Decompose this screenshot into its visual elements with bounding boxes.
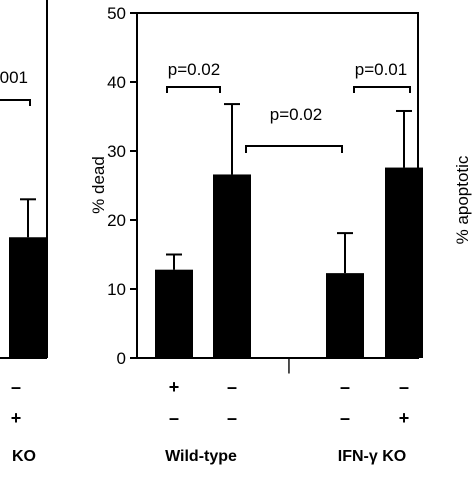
right-panel-y-axis-label: % apoptotic [453, 155, 472, 244]
group-label-ifn-ko: IFN-γ KO [338, 448, 406, 465]
left-panel-row1-sign: – [11, 377, 21, 397]
row2-sign: – [227, 408, 237, 428]
row1-sign: – [399, 377, 409, 397]
right-panel: % apoptotic [453, 155, 472, 244]
left-panel-pvalue-bracket [0, 99, 31, 106]
left-panel-group-label: KO [12, 448, 36, 465]
row1-sign: + [169, 377, 180, 397]
row1-sign: – [227, 377, 237, 397]
main-panel-y-axis: 0 10 20 30 40 50 [107, 4, 137, 368]
left-panel: .001 – + KO [0, 0, 48, 465]
main-panel-y-axis-label: % dead [89, 156, 108, 214]
pvalue-bracket-ifn-ko [353, 86, 411, 93]
y-tick-label: 50 [107, 4, 126, 23]
row2-sign: – [169, 408, 179, 428]
pvalue-bracket-wild-type [166, 86, 221, 93]
y-tick-label: 0 [117, 349, 126, 368]
group-label-wild-type: Wild-type [165, 448, 237, 465]
main-panel-sign-rows: + – – – – – – + [169, 377, 410, 428]
bar [213, 174, 251, 358]
row2-sign: + [399, 408, 410, 428]
pvalue-label-between-groups: p=0.02 [270, 105, 322, 124]
pvalue-bracket-between-groups [245, 145, 343, 153]
group-divider-tick: | [287, 355, 291, 374]
pvalue-label-wild-type: p=0.02 [168, 60, 220, 79]
row2-sign: – [340, 408, 350, 428]
y-tick-label: 40 [107, 73, 126, 92]
y-tick-label: 10 [107, 280, 126, 299]
bar [326, 273, 364, 358]
y-tick-label: 30 [107, 142, 126, 161]
y-tick-label: 20 [107, 211, 126, 230]
pvalue-label-ifn-ko: p=0.01 [355, 60, 407, 79]
bar [155, 269, 193, 358]
left-panel-pvalue-label: .001 [0, 68, 28, 87]
left-panel-bar [9, 237, 47, 358]
row1-sign: – [340, 377, 350, 397]
left-panel-row2-sign: + [11, 408, 22, 428]
bar [385, 167, 423, 358]
main-panel-bars [155, 103, 423, 358]
